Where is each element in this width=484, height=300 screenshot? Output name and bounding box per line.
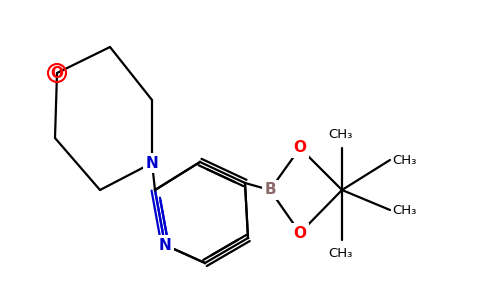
Text: B: B (264, 182, 276, 197)
Text: O: O (50, 65, 63, 80)
Text: CH₃: CH₃ (392, 203, 416, 217)
Text: O: O (293, 140, 306, 155)
Text: CH₃: CH₃ (392, 154, 416, 166)
Text: N: N (159, 238, 171, 253)
Text: N: N (146, 155, 158, 170)
Text: CH₃: CH₃ (328, 128, 352, 141)
Text: CH₃: CH₃ (328, 247, 352, 260)
Text: O: O (293, 226, 306, 241)
